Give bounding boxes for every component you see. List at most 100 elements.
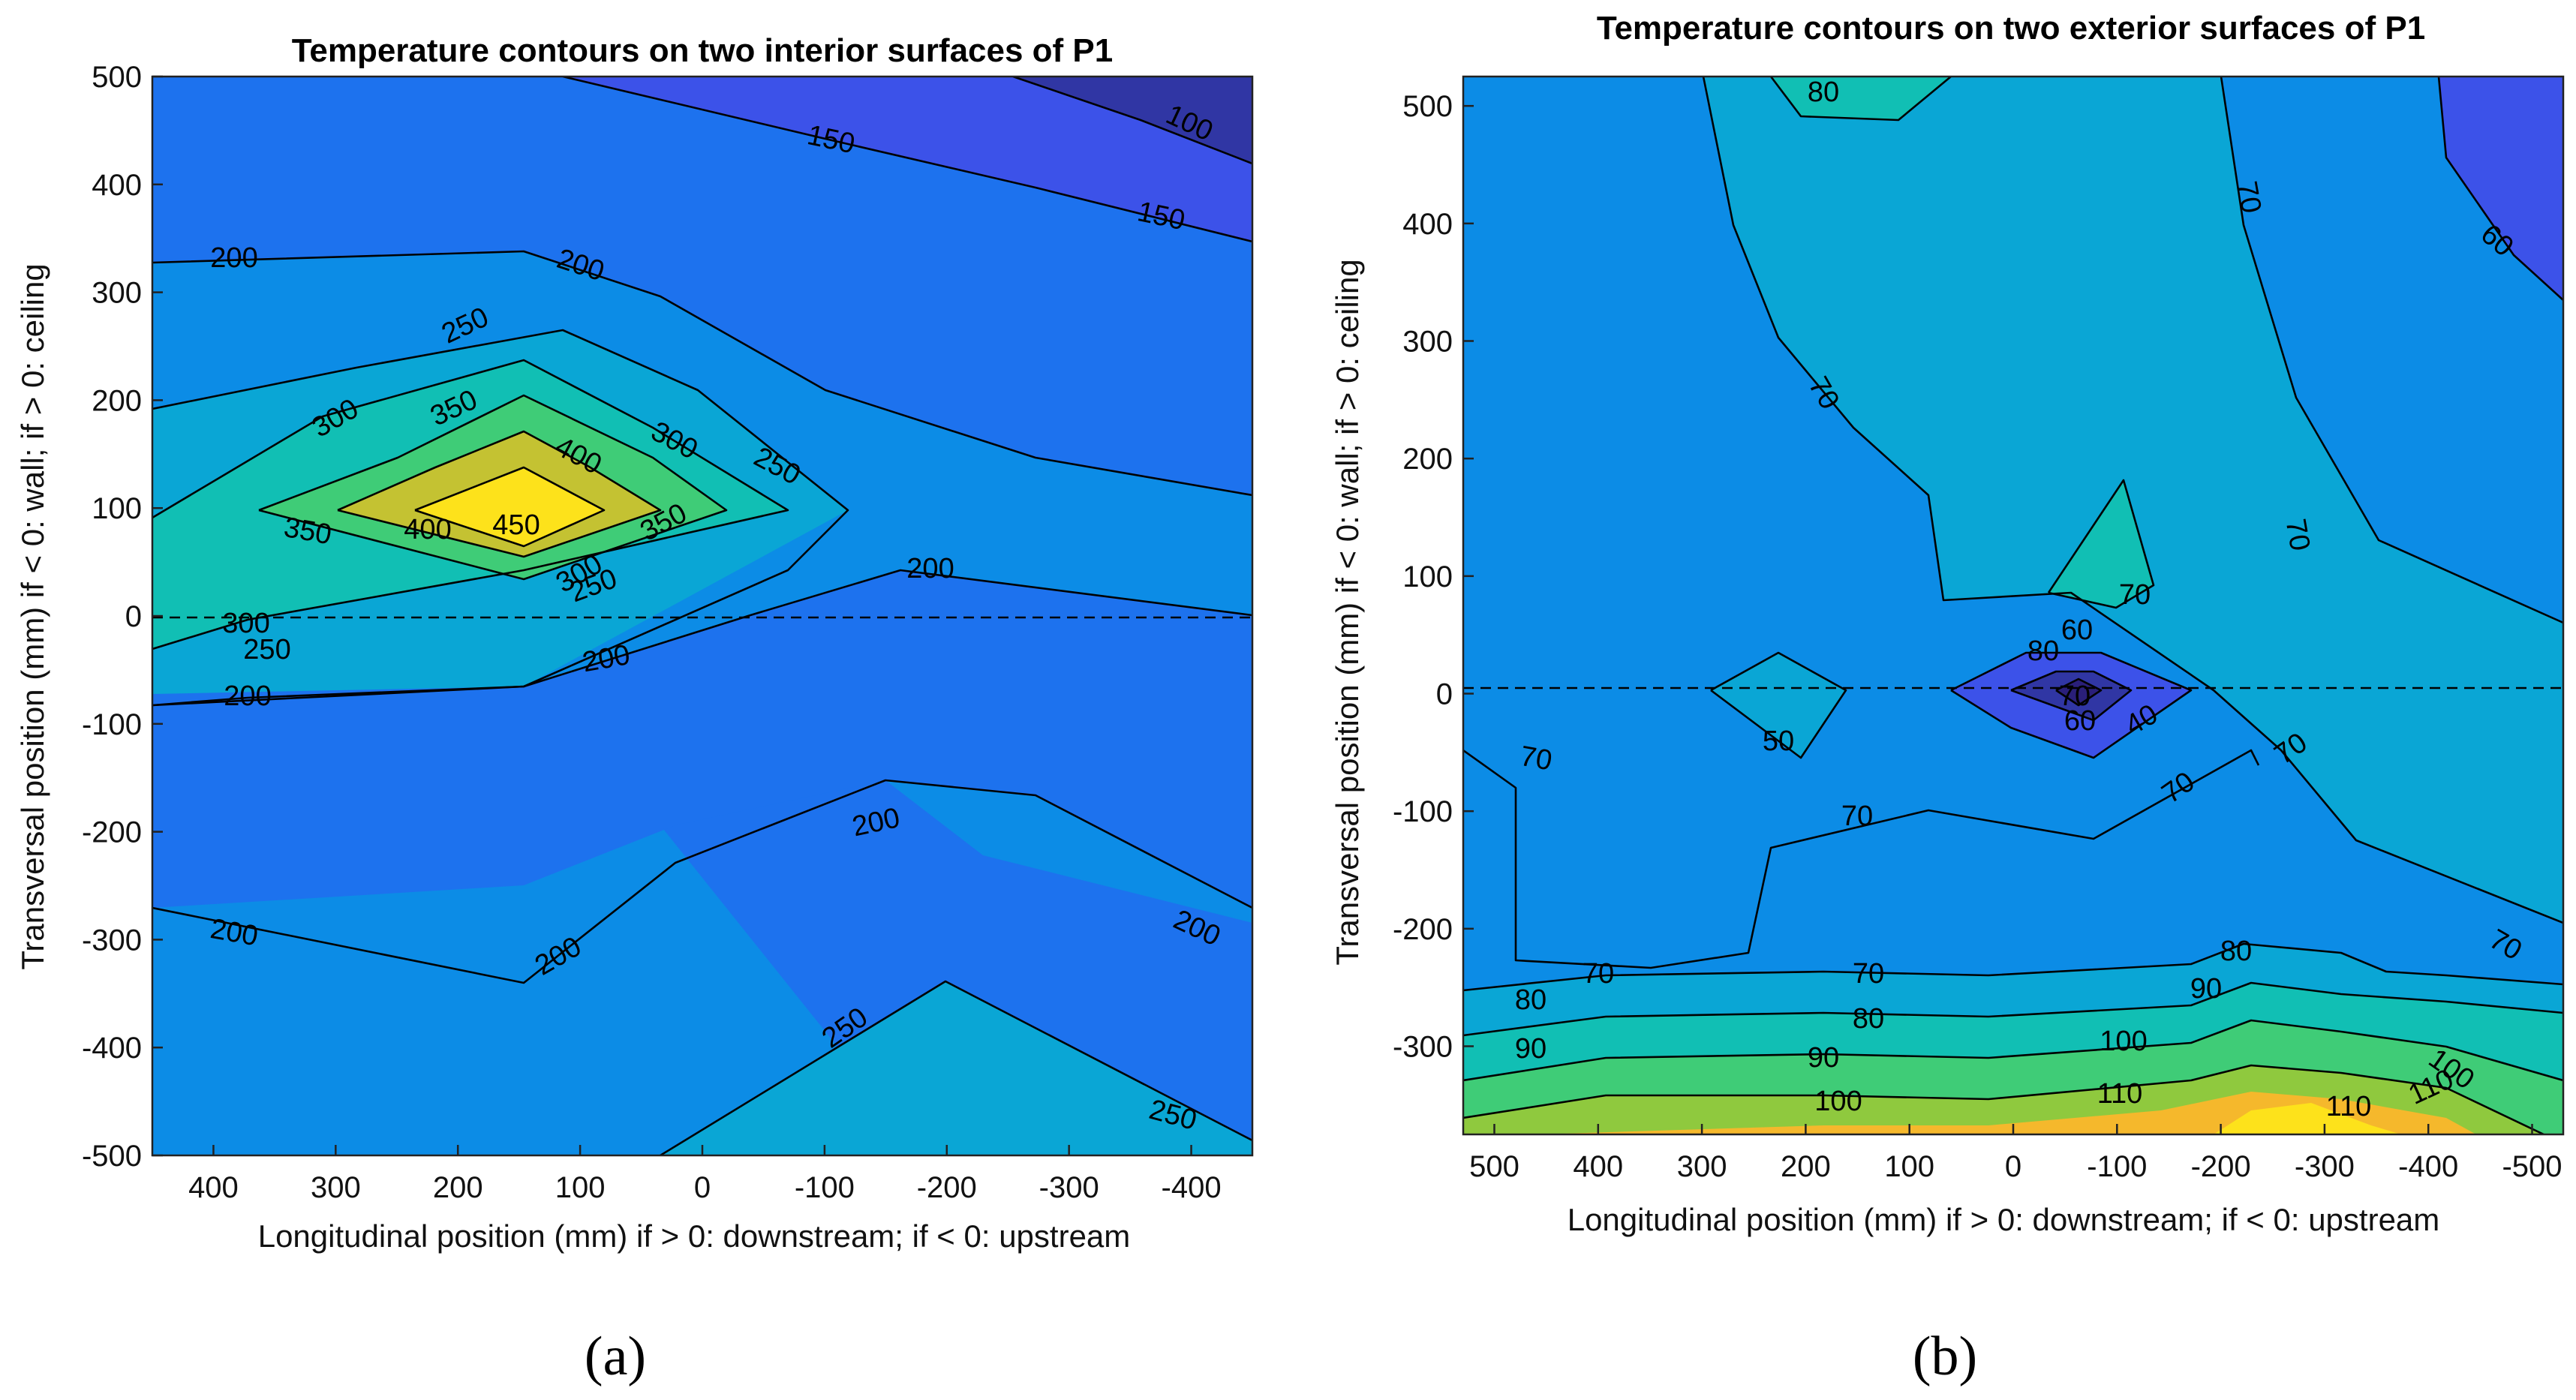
chart-b-x-axis-label: Longitudinal position (mm) if > 0: downs… bbox=[1568, 1202, 2440, 1237]
chart-a-contour-line bbox=[1012, 77, 1252, 165]
chart-panel-b: Temperature contours on two exterior sur… bbox=[1330, 10, 2565, 1387]
chart-b-contour-label-text: 90 bbox=[1808, 1042, 1839, 1074]
chart-b-region-80-island bbox=[2048, 480, 2154, 608]
chart-b-y-tick-label: -100 bbox=[1393, 795, 1453, 828]
chart-b-contour-label-text: 110 bbox=[2097, 1078, 2143, 1110]
chart-b-contour-label: 110 bbox=[2097, 1078, 2143, 1110]
chart-a-region-450 bbox=[415, 467, 604, 546]
chart-b-y-tick-label: -300 bbox=[1393, 1031, 1453, 1064]
chart-a-contour-label-text: 250 bbox=[243, 634, 290, 665]
chart-b-contour-label: 70 bbox=[2119, 579, 2151, 611]
chart-a-y-tick-label: -400 bbox=[82, 1032, 142, 1065]
chart-a-contour-line bbox=[337, 430, 662, 558]
chart-a-x-tick-label: -300 bbox=[1039, 1171, 1099, 1204]
chart-b-contour-label-text: 70 bbox=[1841, 801, 1873, 832]
chart-b-x-tick-label: 200 bbox=[1781, 1150, 1831, 1183]
chart-a-contour-label-text: 200 bbox=[224, 680, 271, 712]
chart-b-contour-line bbox=[1710, 651, 1847, 759]
chart-b-contour-line bbox=[1463, 942, 2563, 992]
chart-a-title: Temperature contours on two interior sur… bbox=[292, 32, 1114, 69]
chart-b-contour-line bbox=[1950, 651, 2193, 759]
chart-b-region-max bbox=[2214, 1103, 2401, 1134]
chart-b-contour-label: 70 bbox=[1841, 801, 1873, 832]
chart-b-x-tick-label: 0 bbox=[2005, 1150, 2021, 1183]
chart-panel-a: Temperature contours on two interior sur… bbox=[15, 32, 1254, 1387]
chart-b-y-tick-label: 300 bbox=[1402, 326, 1453, 359]
chart-b-contour-label: 70 bbox=[2279, 516, 2316, 553]
chart-a-contour-label: 200 bbox=[224, 680, 271, 712]
chart-a-region-upper-200 bbox=[152, 77, 1252, 495]
chart-b-y-tick-label: 100 bbox=[1402, 560, 1453, 593]
chart-a-contour-label-text: 200 bbox=[906, 553, 954, 584]
chart-a-x-axis-label: Longitudinal position (mm) if > 0: downs… bbox=[258, 1218, 1131, 1254]
chart-a-contour-label: 400 bbox=[404, 514, 451, 545]
chart-b-region-70-island bbox=[1711, 653, 1846, 758]
chart-b-contour-label-text: 70 bbox=[2059, 680, 2091, 712]
chart-a-x-tick-label: 400 bbox=[188, 1171, 239, 1204]
chart-a-contour-line bbox=[660, 980, 1252, 1155]
chart-b-contour-label: 60 bbox=[2064, 705, 2096, 737]
chart-a-contour-line bbox=[152, 569, 1252, 707]
chart-a-contour-label-text: 300 bbox=[222, 608, 269, 639]
chart-b-contour-label: 60 bbox=[2061, 614, 2093, 646]
chart-b-contour-label: 80 bbox=[1515, 984, 1547, 1016]
chart-b-contour-label: 70 bbox=[1518, 741, 1555, 777]
chart-b-contour-label: 100 bbox=[2100, 1026, 2147, 1057]
chart-a-y-tick-label: -300 bbox=[82, 924, 142, 957]
tick-marks-and-labels: 400 300 200 100 0 -100 -200 -300 -40050040030020… bbox=[82, 61, 2562, 1204]
chart-b-y-axis-label: Transversal position (mm) if < 0: wall; … bbox=[1330, 259, 1365, 965]
chart-b-contour-label-text: 70 bbox=[1583, 958, 1614, 990]
chart-b-x-tick-label: -500 bbox=[2502, 1150, 2562, 1183]
chart-b-contour-label: 100 bbox=[1814, 1086, 1862, 1117]
chart-b-contour-label-text: 70 bbox=[2279, 516, 2316, 553]
chart-a-region-100 bbox=[1013, 77, 1252, 164]
chart-b-contour-label-text: 70 bbox=[2119, 579, 2151, 611]
chart-a-y-tick-label: 200 bbox=[92, 384, 142, 417]
chart-b-contour-label: 70 bbox=[1853, 958, 1884, 990]
chart-b-x-tick-label: -100 bbox=[2087, 1150, 2147, 1183]
chart-b-contour-label-text: 50 bbox=[1763, 726, 1794, 757]
chart-a-plot-area bbox=[152, 77, 1252, 1155]
chart-a-contour-line bbox=[562, 77, 1252, 243]
chart-b-contour-label: 110 bbox=[2326, 1091, 2372, 1122]
chart-b-contour-line bbox=[2220, 77, 2563, 624]
chart-a-contour-label: 250 bbox=[243, 634, 290, 665]
chart-b-contour-label-text: 80 bbox=[1515, 984, 1547, 1016]
chart-a-x-tick-label: 0 bbox=[694, 1171, 711, 1204]
chart-a-contour-label-text: 450 bbox=[492, 509, 540, 541]
chart-a-region-150 bbox=[563, 77, 1252, 242]
chart-b-contour-label: 80 bbox=[1808, 77, 1839, 108]
chart-b-y-tick-label: -200 bbox=[1393, 913, 1453, 946]
chart-a-y-tick-label: 400 bbox=[92, 169, 142, 202]
chart-b-x-tick-label: 300 bbox=[1677, 1150, 1727, 1183]
chart-b-contour-label: 70 bbox=[2230, 179, 2267, 215]
chart-b-x-tick-label: -400 bbox=[2398, 1150, 2458, 1183]
chart-b-contour-label: 70 bbox=[1583, 958, 1614, 990]
chart-b-contour-label: 90 bbox=[1515, 1033, 1547, 1065]
chart-b-plot-area bbox=[1463, 77, 2563, 1134]
chart-b-contour-label: 90 bbox=[1808, 1042, 1839, 1074]
chart-a-contour-label: 300 bbox=[222, 608, 269, 639]
chart-a-contour-label: 200 bbox=[210, 242, 257, 274]
chart-b-title: Temperature contours on two exterior sur… bbox=[1597, 10, 2425, 47]
chart-a-y-tick-label: 500 bbox=[92, 61, 142, 94]
chart-a-x-tick-label: 100 bbox=[555, 1171, 606, 1204]
chart-b-y-tick-label: 200 bbox=[1402, 443, 1453, 476]
chart-b-contour-label-text: 90 bbox=[2190, 973, 2222, 1005]
chart-b-region-60-corner bbox=[2439, 77, 2563, 300]
chart-b-contour-label-text: 70 bbox=[2230, 179, 2267, 215]
chart-b-x-tick-label: 500 bbox=[1469, 1150, 1519, 1183]
chart-a-y-tick-label: 0 bbox=[125, 600, 142, 633]
chart-b-contour-label-text: 60 bbox=[2064, 705, 2096, 737]
chart-a-region-lower bbox=[152, 570, 1252, 908]
chart-b-contour-line bbox=[1769, 77, 1952, 122]
chart-b-contour-label: 80 bbox=[1853, 1003, 1884, 1035]
chart-b-contour-label-text: 80 bbox=[2220, 936, 2252, 967]
chart-a-contour-line bbox=[258, 394, 728, 581]
chart-a-contour-line bbox=[414, 466, 606, 548]
chart-b-region-70-left bbox=[1703, 77, 2563, 923]
chart-a-x-tick-label: -100 bbox=[795, 1171, 855, 1204]
chart-a-y-tick-label: 300 bbox=[92, 277, 142, 310]
chart-b-x-tick-label: -300 bbox=[2295, 1150, 2355, 1183]
